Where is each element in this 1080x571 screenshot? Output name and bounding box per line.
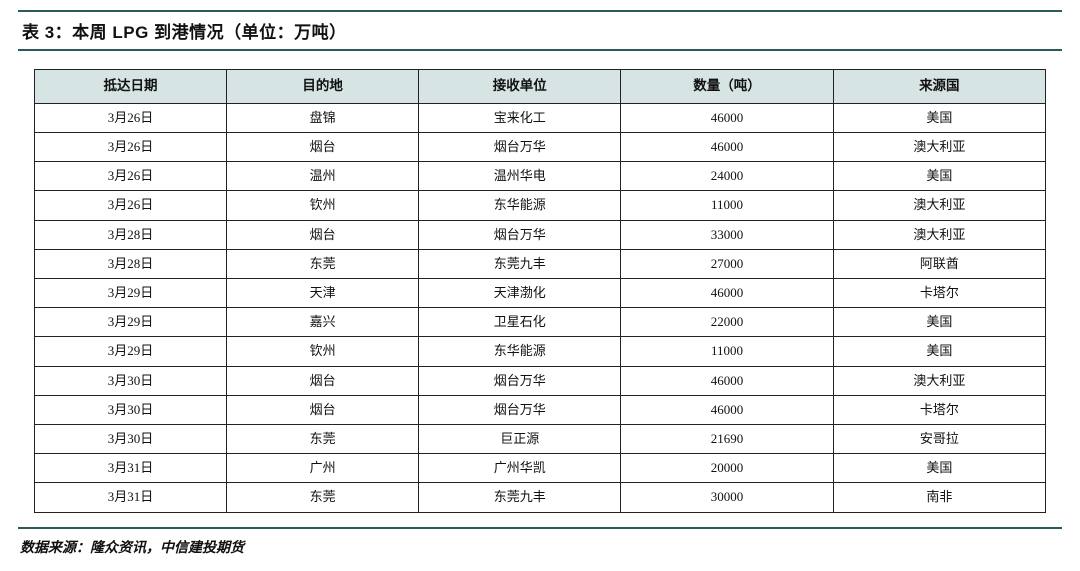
cell: 天津 [227, 279, 419, 308]
table-row: 3月26日烟台烟台万华46000澳大利亚 [35, 133, 1046, 162]
cell: 美国 [833, 103, 1045, 132]
cell: 46000 [621, 395, 833, 424]
cell: 46000 [621, 279, 833, 308]
cell: 美国 [833, 337, 1045, 366]
cell: 安哥拉 [833, 424, 1045, 453]
cell: 东莞九丰 [419, 483, 621, 512]
table-row: 3月28日烟台烟台万华33000澳大利亚 [35, 220, 1046, 249]
cell: 46000 [621, 366, 833, 395]
cell: 3月30日 [35, 424, 227, 453]
cell: 广州 [227, 454, 419, 483]
cell: 3月30日 [35, 395, 227, 424]
cell: 美国 [833, 454, 1045, 483]
cell: 46000 [621, 103, 833, 132]
cell: 3月29日 [35, 279, 227, 308]
cell: 卡塔尔 [833, 395, 1045, 424]
cell: 烟台 [227, 220, 419, 249]
cell: 烟台万华 [419, 220, 621, 249]
cell: 3月26日 [35, 162, 227, 191]
col-destination: 目的地 [227, 70, 419, 104]
cell: 3月26日 [35, 133, 227, 162]
cell: 27000 [621, 249, 833, 278]
col-quantity: 数量（吨） [621, 70, 833, 104]
col-origin: 来源国 [833, 70, 1045, 104]
cell: 3月29日 [35, 337, 227, 366]
cell: 澳大利亚 [833, 220, 1045, 249]
table-title: 表 3：本周 LPG 到港情况（单位：万吨） [22, 23, 347, 42]
cell: 阿联酋 [833, 249, 1045, 278]
cell: 卫星石化 [419, 308, 621, 337]
cell: 3月28日 [35, 249, 227, 278]
table-row: 3月30日烟台烟台万华46000澳大利亚 [35, 366, 1046, 395]
cell: 烟台万华 [419, 133, 621, 162]
cell: 东莞 [227, 249, 419, 278]
cell: 温州华电 [419, 162, 621, 191]
cell: 东莞 [227, 483, 419, 512]
cell: 烟台 [227, 366, 419, 395]
table-card: 表 3：本周 LPG 到港情况（单位：万吨） 抵达日期 目的地 接收单位 数量（… [0, 0, 1080, 571]
table-container: 抵达日期 目的地 接收单位 数量（吨） 来源国 3月26日盘锦宝来化工46000… [18, 51, 1062, 523]
table-title-bar: 表 3：本周 LPG 到港情况（单位：万吨） [18, 10, 1062, 51]
table-header-row: 抵达日期 目的地 接收单位 数量（吨） 来源国 [35, 70, 1046, 104]
cell: 22000 [621, 308, 833, 337]
cell: 21690 [621, 424, 833, 453]
lpg-arrivals-table: 抵达日期 目的地 接收单位 数量（吨） 来源国 3月26日盘锦宝来化工46000… [34, 69, 1046, 513]
cell: 30000 [621, 483, 833, 512]
table-row: 3月29日嘉兴卫星石化22000美国 [35, 308, 1046, 337]
table-row: 3月26日钦州东华能源11000澳大利亚 [35, 191, 1046, 220]
cell: 东华能源 [419, 337, 621, 366]
cell: 3月28日 [35, 220, 227, 249]
cell: 澳大利亚 [833, 133, 1045, 162]
cell: 11000 [621, 337, 833, 366]
cell: 温州 [227, 162, 419, 191]
col-receiver: 接收单位 [419, 70, 621, 104]
cell: 3月31日 [35, 454, 227, 483]
cell: 3月31日 [35, 483, 227, 512]
cell: 46000 [621, 133, 833, 162]
table-row: 3月31日广州广州华凯20000美国 [35, 454, 1046, 483]
cell: 烟台 [227, 395, 419, 424]
cell: 钦州 [227, 337, 419, 366]
cell: 广州华凯 [419, 454, 621, 483]
cell: 东莞 [227, 424, 419, 453]
cell: 烟台万华 [419, 395, 621, 424]
cell: 东华能源 [419, 191, 621, 220]
cell: 3月26日 [35, 191, 227, 220]
cell: 33000 [621, 220, 833, 249]
cell: 巨正源 [419, 424, 621, 453]
cell: 美国 [833, 162, 1045, 191]
cell: 烟台万华 [419, 366, 621, 395]
table-row: 3月29日钦州东华能源11000美国 [35, 337, 1046, 366]
cell: 11000 [621, 191, 833, 220]
table-body: 3月26日盘锦宝来化工46000美国3月26日烟台烟台万华46000澳大利亚3月… [35, 103, 1046, 512]
table-row: 3月28日东莞东莞九丰27000阿联酋 [35, 249, 1046, 278]
cell: 卡塔尔 [833, 279, 1045, 308]
table-row: 3月26日盘锦宝来化工46000美国 [35, 103, 1046, 132]
cell: 澳大利亚 [833, 366, 1045, 395]
footer-rule [18, 527, 1062, 529]
cell: 东莞九丰 [419, 249, 621, 278]
cell: 盘锦 [227, 103, 419, 132]
cell: 美国 [833, 308, 1045, 337]
cell: 烟台 [227, 133, 419, 162]
table-row: 3月29日天津天津渤化46000卡塔尔 [35, 279, 1046, 308]
cell: 南非 [833, 483, 1045, 512]
col-arrival-date: 抵达日期 [35, 70, 227, 104]
table-row: 3月31日东莞东莞九丰30000南非 [35, 483, 1046, 512]
table-row: 3月26日温州温州华电24000美国 [35, 162, 1046, 191]
cell: 嘉兴 [227, 308, 419, 337]
cell: 3月29日 [35, 308, 227, 337]
cell: 宝来化工 [419, 103, 621, 132]
table-row: 3月30日烟台烟台万华46000卡塔尔 [35, 395, 1046, 424]
cell: 3月30日 [35, 366, 227, 395]
cell: 天津渤化 [419, 279, 621, 308]
cell: 20000 [621, 454, 833, 483]
data-source: 数据来源：隆众资讯，中信建投期货 [18, 537, 1062, 557]
cell: 钦州 [227, 191, 419, 220]
cell: 3月26日 [35, 103, 227, 132]
cell: 澳大利亚 [833, 191, 1045, 220]
cell: 24000 [621, 162, 833, 191]
table-row: 3月30日东莞巨正源21690安哥拉 [35, 424, 1046, 453]
